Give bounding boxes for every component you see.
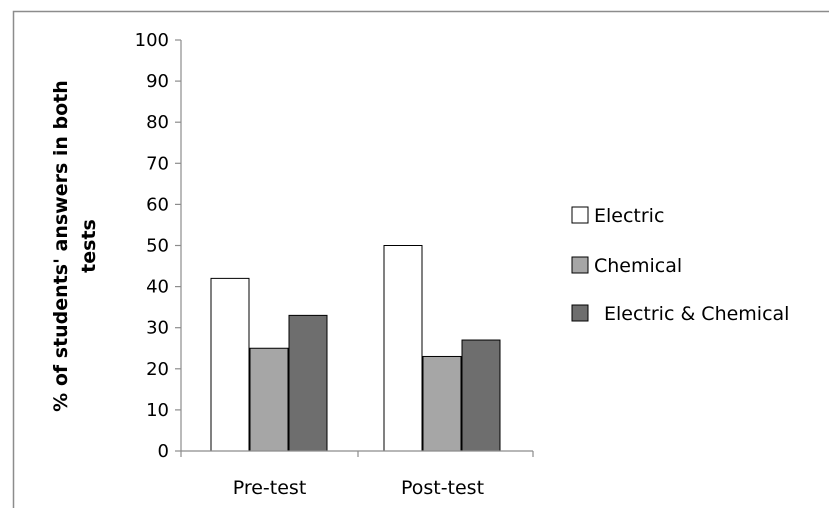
bar-chemical-post-test [422,355,462,452]
bars [210,245,501,452]
legend-label: Electric & Chemical [604,303,789,325]
legend-label: Chemical [594,255,682,277]
legend: Electric Chemical Electric & Chemical [571,205,789,325]
y-axis-title: % of students' answers in both tests [50,80,100,412]
y-axis-title-line-1: % of students' answers in both [50,80,72,412]
bar-electric-pre-test [210,277,250,452]
x-tick-label: Pre-test [233,477,307,499]
y-tick-label: 20 [146,359,169,380]
legend-swatch [571,256,589,274]
y-axis: 0 10 20 30 40 50 60 70 80 90 100 [135,30,182,462]
y-tick-label: 30 [146,318,169,339]
bar-electric-post-test [383,245,423,452]
legend-swatch [571,304,589,322]
legend-swatch [571,206,589,224]
y-tick-label: 10 [146,400,169,421]
x-axis: Pre-test Post-test [180,450,534,499]
y-tick-label: 40 [146,277,169,298]
bar-chemical-pre-test [249,347,289,452]
y-tick-label: 60 [146,194,169,215]
y-tick-label: 80 [146,112,169,133]
y-tick-label: 100 [135,30,169,51]
y-axis-title-line-2: tests [78,219,100,273]
y-tick-label: 50 [146,236,169,257]
y-tick-label: 0 [158,441,169,462]
bar-electric-chemical-pre-test [288,314,328,452]
x-tick-label: Post-test [401,477,484,499]
bar-electric-chemical-post-test [461,339,501,452]
legend-label: Electric [594,205,664,227]
y-tick-label: 70 [146,153,169,174]
y-tick-label: 90 [146,71,169,92]
